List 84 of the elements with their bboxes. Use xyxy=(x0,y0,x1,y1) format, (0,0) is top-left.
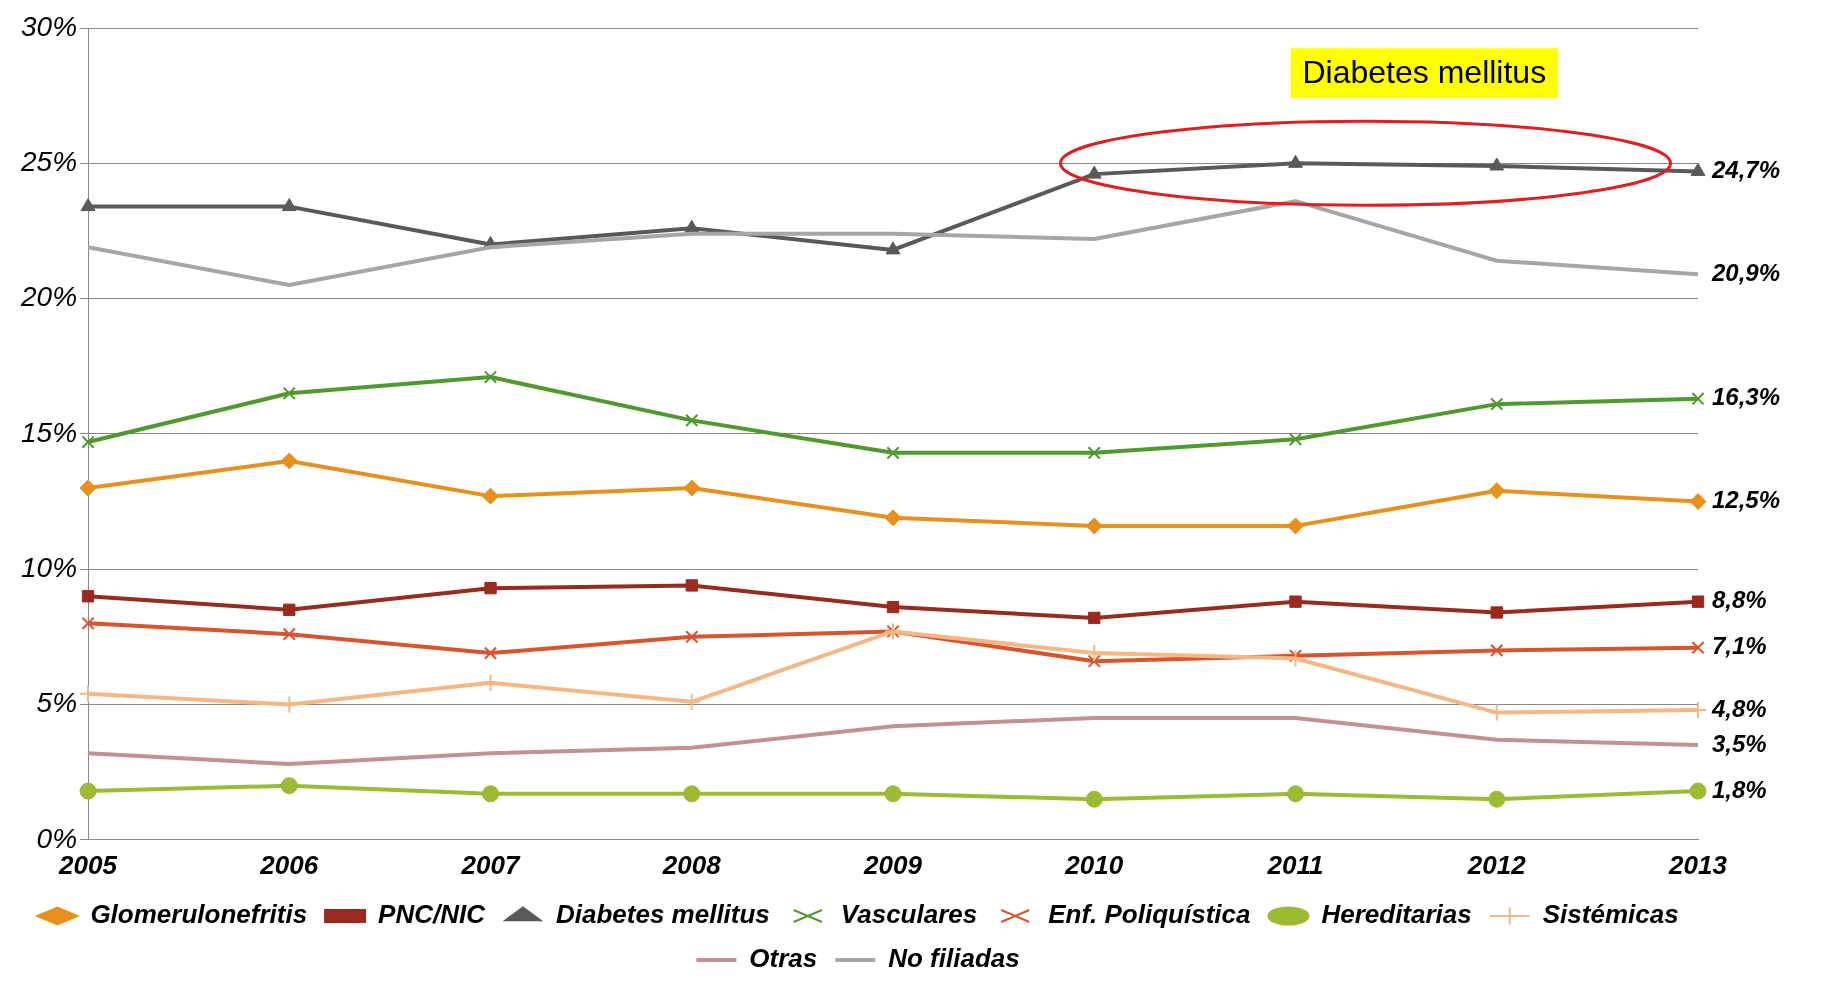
point xyxy=(685,579,698,592)
legend-label: No filiadas xyxy=(888,943,1020,974)
annotation: Diabetes mellitus xyxy=(1302,54,1547,91)
point xyxy=(1689,493,1707,511)
point xyxy=(1087,654,1101,668)
point xyxy=(1086,165,1102,179)
point xyxy=(1088,611,1101,625)
data-label: 8,8% xyxy=(1712,586,1767,614)
data-label: 20,9% xyxy=(1711,258,1781,286)
point xyxy=(685,413,699,428)
point xyxy=(282,386,296,400)
point xyxy=(280,452,298,470)
point xyxy=(885,241,901,255)
point xyxy=(683,479,701,497)
data-label: 1,8% xyxy=(1712,775,1767,803)
point xyxy=(1087,446,1101,460)
point xyxy=(283,603,296,616)
point xyxy=(884,785,902,803)
point xyxy=(80,198,96,212)
point xyxy=(685,630,699,644)
legend-label: Otras xyxy=(749,943,818,974)
data-label: 24,7% xyxy=(1711,156,1781,184)
point xyxy=(1490,643,1504,658)
x-tick-label: 2011 xyxy=(1266,849,1324,880)
legend-label: Sistémicas xyxy=(1542,899,1679,930)
x-tick-label: 2008 xyxy=(661,849,722,880)
point xyxy=(1490,606,1503,619)
legend-label: Diabetes mellitus xyxy=(555,899,770,930)
point xyxy=(1691,595,1705,608)
x-tick-label: 2006 xyxy=(259,849,319,880)
point xyxy=(1489,157,1505,171)
y-tick-label: 30% xyxy=(20,10,78,42)
x-tick-label: 2009 xyxy=(863,849,923,880)
data-label: 4,8% xyxy=(1711,694,1767,722)
point xyxy=(1287,785,1305,803)
point xyxy=(1689,782,1707,800)
y-tick-label: 5% xyxy=(36,687,78,719)
point xyxy=(886,600,900,614)
point xyxy=(1691,641,1705,655)
point xyxy=(684,219,700,233)
point xyxy=(1691,392,1705,406)
y-tick-label: 10% xyxy=(20,552,78,583)
data-label: 7,1% xyxy=(1712,632,1767,660)
point xyxy=(280,777,298,795)
point xyxy=(481,673,500,692)
x-tick-label: 2013 xyxy=(1668,849,1728,880)
point xyxy=(484,581,497,595)
legend-label: Enf. Poliquística xyxy=(1048,899,1251,930)
y-tick-label: 25% xyxy=(19,146,78,178)
data-label: 12,5% xyxy=(1712,486,1781,514)
point xyxy=(884,509,902,527)
point xyxy=(482,785,500,803)
legend-label: Hereditarias xyxy=(1321,899,1472,930)
point xyxy=(1085,790,1103,808)
point xyxy=(483,646,498,660)
point xyxy=(81,590,95,603)
point xyxy=(683,785,701,803)
point xyxy=(1488,790,1506,808)
point xyxy=(482,487,500,505)
point xyxy=(1690,162,1706,176)
point xyxy=(1085,517,1103,535)
point xyxy=(483,370,498,384)
y-tick-label: 20% xyxy=(19,281,78,313)
point xyxy=(79,782,97,800)
data-label: 16,3% xyxy=(1712,383,1781,411)
data-label: 3,5% xyxy=(1712,729,1767,757)
point xyxy=(1289,595,1302,608)
point xyxy=(281,198,297,212)
point xyxy=(1287,517,1305,535)
point xyxy=(1490,397,1504,411)
legend-label: Vasculares xyxy=(840,899,978,930)
point xyxy=(282,627,296,641)
point xyxy=(886,446,900,460)
point xyxy=(81,616,95,630)
y-tick-label: 15% xyxy=(20,416,78,448)
x-tick-label: 2007 xyxy=(460,849,521,880)
legend-label: PNC/NIC xyxy=(378,899,487,930)
point xyxy=(1288,154,1303,168)
legend-label: Glomerulonefritis xyxy=(90,899,308,930)
point xyxy=(1488,482,1506,500)
point xyxy=(79,479,97,497)
x-tick-label: 2010 xyxy=(1064,849,1124,880)
point xyxy=(1288,432,1303,446)
x-tick-label: 2012 xyxy=(1466,849,1527,880)
